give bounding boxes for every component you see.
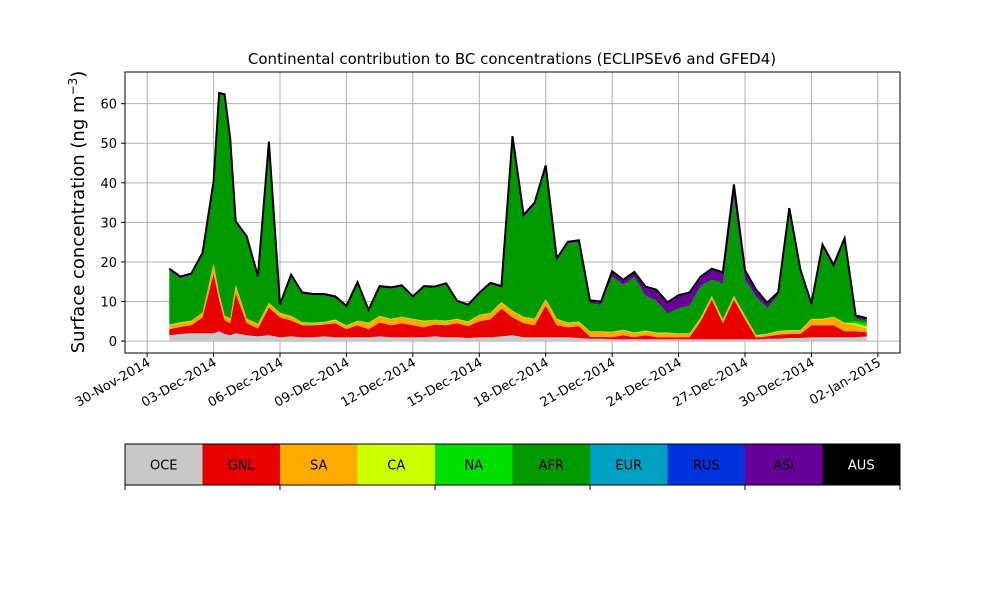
y-tick-label: 20 [100,256,117,271]
y-axis-label-superscript: −3 [66,78,80,96]
total-outline-layer [168,91,868,320]
legend-label-afr: AFR [539,459,564,474]
legend-swatch-na [435,444,513,485]
area-oce [169,331,867,342]
legend-swatch-asi [745,444,823,485]
total-outline [168,91,868,320]
legend-swatch-ca [357,444,435,485]
legend-frame [124,443,901,486]
legend-label-aus: AUS [848,459,875,474]
legend-label-oce: OCE [150,459,178,474]
area-gnl [169,273,867,340]
legend-label-sa: SA [310,459,327,474]
y-tick-label: 10 [100,296,117,311]
y-tick-label: 60 [100,98,117,113]
x-tick-label: 30-Dec-2014 [737,355,817,410]
chart-title: Continental contribution to BC concentra… [248,50,776,68]
x-axis-ticks: 30-Nov-201403-Dec-201406-Dec-201409-Dec-… [73,353,884,411]
y-tick-label: 0 [109,335,117,350]
area-afr [169,95,867,335]
legend-swatch-aus [822,444,900,485]
y-axis-label: Surface concentration (ng m−3) [66,71,89,354]
legend-label-na: NA [464,459,483,474]
continent-legend: OCE GNL SA CA NA AFR EUR RUS ASI AUS [124,443,901,490]
y-tick-label: 50 [100,137,117,152]
legend-label-rus: RUS [693,459,720,474]
y-axis-ticks: 0 10 20 30 40 50 60 [100,98,125,350]
legend-swatch-eur [590,444,668,485]
legend-label-ca: CA [387,459,405,474]
y-axis-label-close: ) [68,71,89,78]
legend-swatch-sa [280,444,358,485]
legend-swatch-afr [512,444,590,485]
legend-label-eur: EUR [615,459,642,474]
stacked-area-layer [169,93,867,342]
y-tick-label: 40 [100,177,117,192]
x-tick-label: 02-Jan-2015 [807,355,884,408]
legend-label-asi: ASI [773,459,794,474]
legend-swatch-oce [125,444,203,485]
legend-swatch-rus [667,444,745,485]
y-tick-label: 30 [100,216,117,231]
legend-swatch-gnl [202,444,280,485]
plot-frame [124,71,901,354]
legend-label-gnl: GNL [228,459,256,474]
